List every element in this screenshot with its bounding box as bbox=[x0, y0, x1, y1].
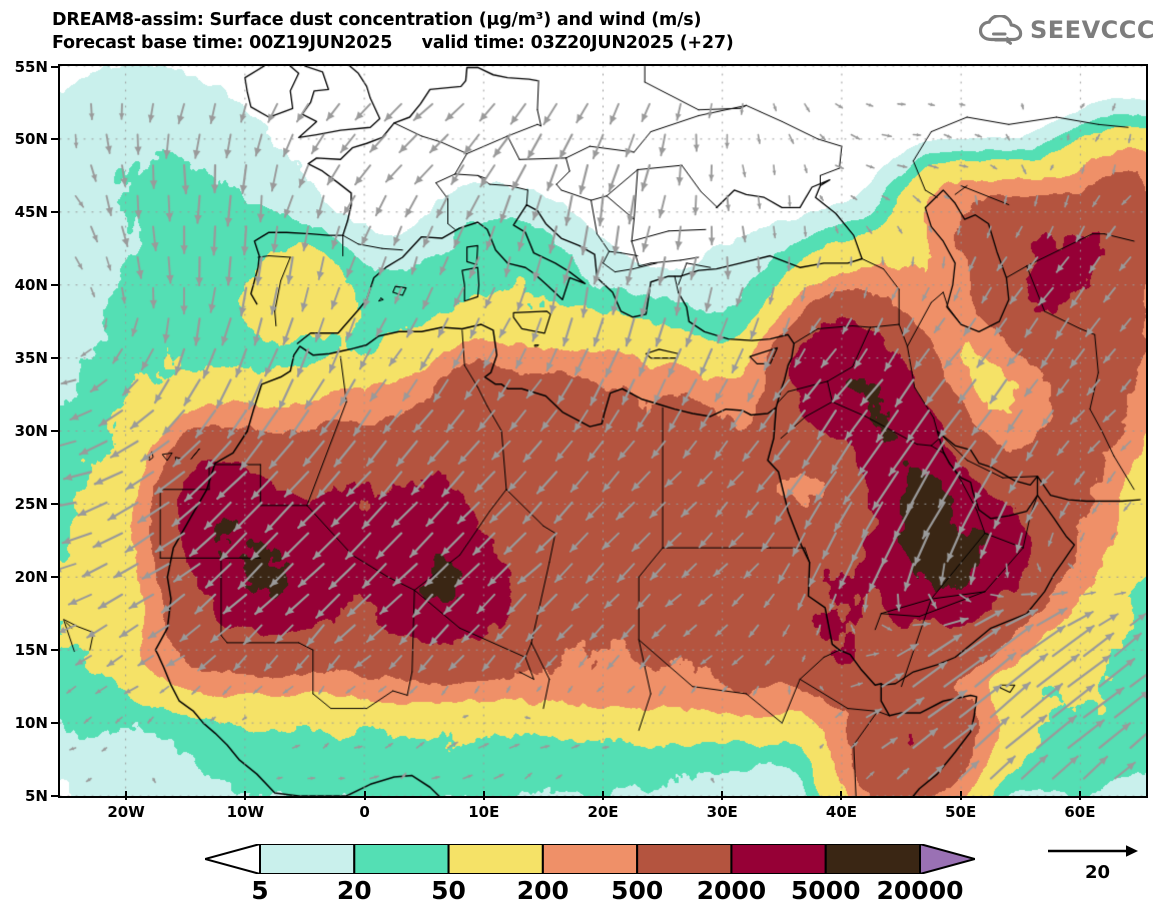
x-tick-label: 0 bbox=[359, 803, 370, 821]
y-tick-mark bbox=[51, 138, 60, 141]
wind-reference-arrow-icon bbox=[1048, 845, 1138, 857]
colorbar-tick-label: 2000 bbox=[696, 876, 767, 905]
y-tick-label: 30N bbox=[14, 422, 48, 440]
y-tick-mark bbox=[51, 648, 60, 651]
colorbar-tick-label: 5000 bbox=[790, 876, 861, 905]
colorbar-swatch[interactable] bbox=[636, 844, 733, 874]
y-tick-label: 45N bbox=[14, 203, 48, 222]
chart-header: DREAM8-assim: Surface dust concentration… bbox=[0, 0, 1165, 58]
x-tick-label: 60E bbox=[1064, 803, 1096, 821]
y-tick-mark bbox=[51, 721, 60, 724]
x-tick-mark bbox=[125, 791, 128, 800]
colorbar-tick-label: 50 bbox=[431, 876, 466, 905]
wind-reference-label: 20 bbox=[1085, 862, 1111, 883]
colorbar-tick-label: 20000 bbox=[876, 876, 964, 905]
colorbar-tick-label: 5 bbox=[251, 876, 269, 905]
colorbar-swatch[interactable] bbox=[259, 844, 356, 874]
y-tick-mark bbox=[51, 430, 60, 432]
dust-concentration-map[interactable] bbox=[60, 66, 1146, 796]
colorbar-tick-label: 500 bbox=[611, 876, 664, 905]
colorbar-swatches[interactable] bbox=[205, 844, 975, 874]
y-tick-mark bbox=[51, 65, 60, 68]
x-tick-mark bbox=[602, 791, 604, 800]
x-tick-mark bbox=[959, 791, 962, 800]
colorbar-swatch[interactable] bbox=[541, 844, 639, 874]
logo-text: SEEVCCC bbox=[1030, 16, 1155, 44]
x-tick-label: 40E bbox=[825, 803, 858, 821]
page-title: DREAM8-assim: Surface dust concentration… bbox=[52, 10, 702, 30]
x-tick-mark bbox=[363, 791, 366, 800]
y-tick-label: 10N bbox=[14, 713, 48, 732]
cloud-icon bbox=[979, 15, 1023, 45]
y-tick-mark bbox=[51, 575, 60, 578]
x-tick-mark bbox=[244, 791, 247, 800]
colorbar-under-arrow bbox=[205, 844, 261, 874]
colorbar-swatch[interactable] bbox=[824, 844, 922, 874]
y-tick-label: 50N bbox=[14, 130, 48, 149]
x-tick-label: 20E bbox=[587, 803, 619, 821]
y-tick-mark bbox=[51, 211, 60, 214]
x-tick-mark bbox=[840, 791, 843, 800]
y-tick-label: 20N bbox=[14, 567, 48, 586]
y-tick-label: 55N bbox=[14, 57, 48, 76]
colorbar-swatch[interactable] bbox=[447, 844, 544, 874]
colorbar-swatch[interactable] bbox=[353, 844, 450, 874]
y-tick-label: 25N bbox=[14, 494, 48, 513]
forecast-time-subtitle: Forecast base time: 00Z19JUN2025 valid t… bbox=[52, 33, 734, 53]
y-tick-label: 35N bbox=[14, 349, 48, 368]
x-tick-label: 20W bbox=[107, 803, 145, 821]
y-tick-label: 40N bbox=[14, 276, 48, 295]
x-tick-mark bbox=[482, 791, 485, 800]
y-tick-label: 15N bbox=[14, 640, 48, 659]
colorbar-svg[interactable] bbox=[205, 844, 975, 874]
x-tick-mark bbox=[1078, 791, 1081, 800]
colorbar-tick-label: 200 bbox=[516, 876, 569, 905]
colorbar-legend: 5 20 50 200 500 2000 5000 20000 bbox=[0, 836, 1165, 907]
colorbar-tick-label: 20 bbox=[336, 876, 372, 905]
wind-scale-reference: 20 bbox=[1040, 842, 1150, 888]
colorbar-tick-labels: 5 20 50 200 500 2000 5000 20000 bbox=[205, 876, 975, 906]
y-tick-mark bbox=[51, 502, 60, 505]
y-tick-mark bbox=[51, 284, 60, 287]
x-tick-label: 10W bbox=[226, 803, 265, 821]
map-plot-area[interactable] bbox=[58, 64, 1148, 798]
x-tick-mark bbox=[721, 791, 724, 800]
y-tick-label: 5N bbox=[25, 786, 48, 805]
x-tick-label: 50E bbox=[945, 803, 977, 821]
y-tick-mark bbox=[51, 357, 60, 360]
x-tick-label: 10E bbox=[468, 803, 500, 821]
colorbar-swatch[interactable] bbox=[730, 844, 827, 874]
x-tick-label: 30E bbox=[706, 803, 738, 821]
seevccc-logo: SEEVCCC bbox=[979, 12, 1155, 48]
y-tick-mark bbox=[51, 794, 60, 797]
colorbar-over-arrow bbox=[919, 844, 975, 874]
